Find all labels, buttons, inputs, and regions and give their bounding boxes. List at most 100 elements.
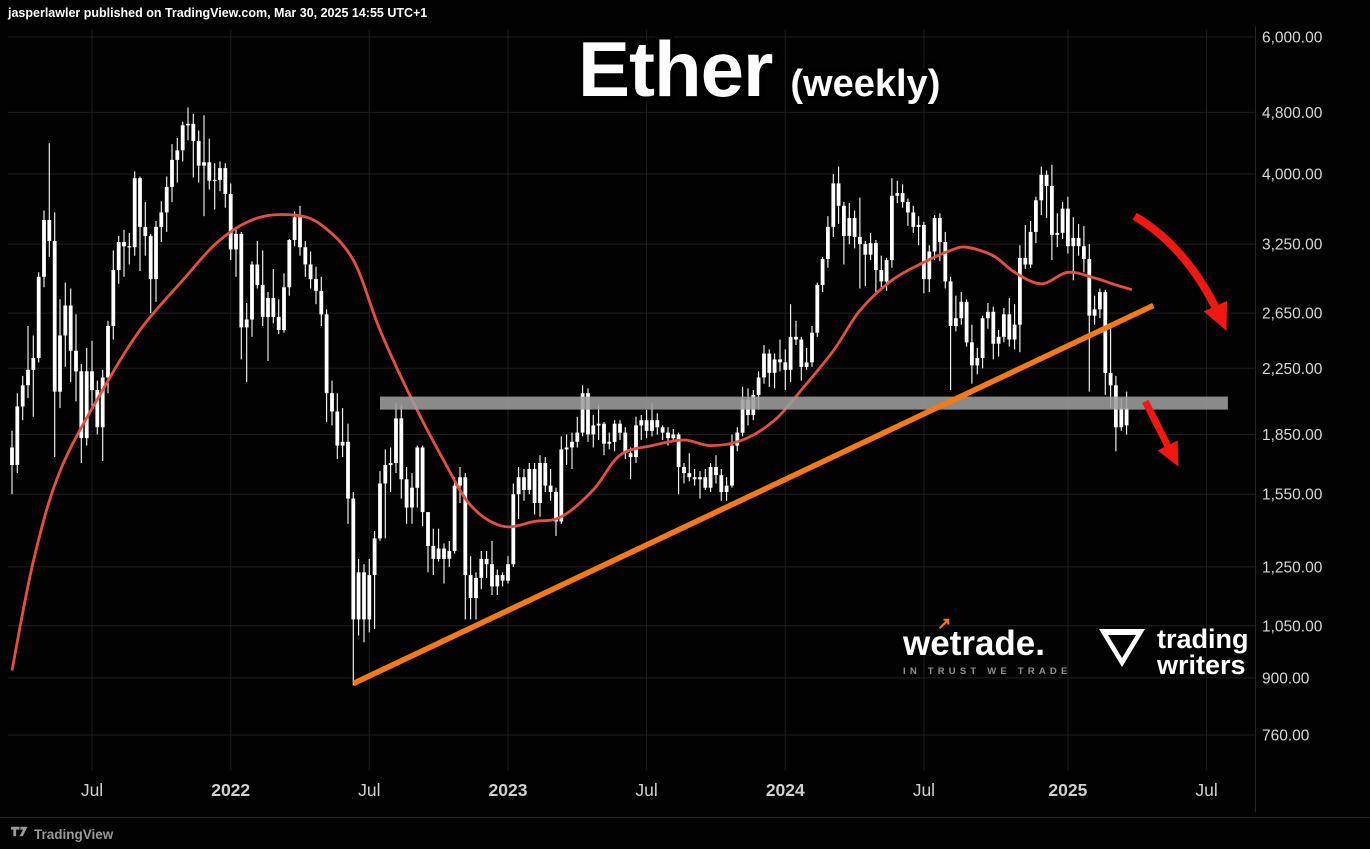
annotation-arrows[interactable] bbox=[1132, 212, 1228, 467]
candle-body bbox=[863, 244, 868, 255]
candle-body bbox=[986, 311, 990, 319]
candle-body bbox=[180, 125, 185, 151]
price-tick-label: 4,800.00 bbox=[1262, 105, 1323, 122]
candle-body bbox=[831, 183, 836, 227]
candle-body bbox=[239, 233, 244, 328]
candle-body bbox=[1082, 246, 1086, 259]
candle-body bbox=[938, 218, 942, 242]
time-tick-label: Jul bbox=[635, 780, 657, 800]
trendline-support[interactable] bbox=[352, 303, 1155, 686]
down-arrow[interactable] bbox=[1142, 399, 1179, 467]
candle-body bbox=[474, 577, 478, 598]
candle-body bbox=[895, 193, 900, 196]
candle-body bbox=[692, 477, 697, 480]
candle-body bbox=[250, 264, 254, 320]
candle-body bbox=[927, 251, 932, 280]
candle-body bbox=[340, 441, 345, 446]
candle-body bbox=[916, 224, 921, 227]
candle-body bbox=[964, 301, 969, 343]
candle-body bbox=[159, 212, 164, 227]
wetrade-tagline: IN TRUST WE TRADE bbox=[903, 666, 1072, 677]
candle-body bbox=[724, 485, 729, 492]
down-arrow[interactable] bbox=[1132, 212, 1228, 331]
candle-body bbox=[132, 178, 137, 248]
price-axis-area[interactable] bbox=[1256, 26, 1370, 812]
time-axis[interactable]: Jul 2022 Jul 2023 Jul 2024 Jul 2025 Jul bbox=[8, 772, 1255, 814]
candle-body bbox=[996, 336, 1001, 344]
candle-body bbox=[570, 441, 574, 448]
candle-body bbox=[943, 242, 948, 282]
tradingview-logo-icon[interactable] bbox=[10, 823, 28, 845]
candle-body bbox=[79, 371, 84, 439]
candle-body bbox=[335, 411, 340, 446]
candle-body bbox=[740, 399, 745, 433]
candle-body bbox=[666, 432, 670, 439]
candle-body bbox=[948, 281, 953, 326]
candle-body bbox=[1092, 309, 1097, 316]
candle-body bbox=[1012, 324, 1017, 340]
candle-body bbox=[1018, 257, 1022, 325]
candle-body bbox=[100, 377, 105, 428]
candle-body bbox=[1050, 186, 1054, 235]
attribution-text: jasperlawler published on TradingView.co… bbox=[8, 6, 428, 20]
price-axis[interactable]: 6,000.00 4,800.00 4,000.00 3,250.00 2,650.00… bbox=[1256, 26, 1370, 812]
candle-body bbox=[116, 242, 121, 270]
candle-body bbox=[346, 441, 350, 499]
price-tick-label: 3,250.00 bbox=[1262, 237, 1323, 254]
support-zone-band[interactable] bbox=[380, 396, 1228, 410]
candle-body bbox=[826, 226, 830, 259]
candle-body bbox=[602, 423, 606, 444]
footer-divider bbox=[0, 817, 1370, 818]
candle-body bbox=[63, 305, 68, 336]
candle-body bbox=[527, 469, 532, 490]
candle-body bbox=[308, 264, 313, 280]
candle-body bbox=[1108, 372, 1113, 386]
candle-body bbox=[404, 479, 409, 508]
trendline[interactable] bbox=[352, 303, 1155, 686]
candle-body bbox=[212, 179, 217, 182]
candle-body bbox=[538, 463, 542, 503]
support-zone[interactable] bbox=[380, 396, 1228, 410]
candle-body bbox=[458, 477, 462, 486]
candle-body bbox=[804, 362, 809, 367]
candle-body bbox=[330, 393, 334, 412]
candle-body bbox=[52, 241, 57, 392]
candle-body bbox=[890, 195, 894, 261]
candle-body bbox=[287, 240, 292, 288]
candle-body bbox=[1076, 237, 1081, 247]
candle-body bbox=[138, 178, 142, 227]
price-tick-label: 6,000.00 bbox=[1262, 30, 1323, 47]
candle-body bbox=[815, 284, 820, 333]
candle-body bbox=[1103, 292, 1108, 373]
candle-body bbox=[975, 358, 980, 366]
candle-body bbox=[415, 447, 420, 488]
candle-body bbox=[260, 284, 265, 317]
candle-body bbox=[842, 205, 846, 236]
candle-body bbox=[26, 369, 30, 386]
candle-body bbox=[954, 318, 958, 327]
chart-title-timeframe: (weekly) bbox=[790, 63, 941, 105]
price-tick-label: 2,250.00 bbox=[1262, 361, 1323, 378]
candle-body bbox=[362, 572, 366, 620]
candle-body bbox=[911, 212, 916, 227]
candle-body bbox=[1055, 232, 1060, 235]
candle-body bbox=[74, 350, 78, 372]
candle-body bbox=[10, 447, 14, 465]
candle-body bbox=[367, 575, 372, 620]
candle-body bbox=[676, 434, 681, 468]
candle-body bbox=[31, 358, 36, 370]
candle-body bbox=[639, 420, 644, 426]
candle-body bbox=[234, 233, 238, 250]
candle-body bbox=[271, 298, 276, 317]
candle-body bbox=[164, 186, 169, 213]
candle-body bbox=[426, 512, 430, 546]
candle-body bbox=[762, 353, 766, 378]
price-tick-label: 1,850.00 bbox=[1262, 427, 1323, 444]
candle-body bbox=[1002, 314, 1006, 337]
candle-body bbox=[719, 475, 724, 493]
candle-body bbox=[191, 123, 196, 141]
candle-body bbox=[202, 162, 206, 166]
candle-body bbox=[703, 477, 708, 488]
tradingview-brand-text[interactable]: TradingView bbox=[34, 826, 114, 842]
